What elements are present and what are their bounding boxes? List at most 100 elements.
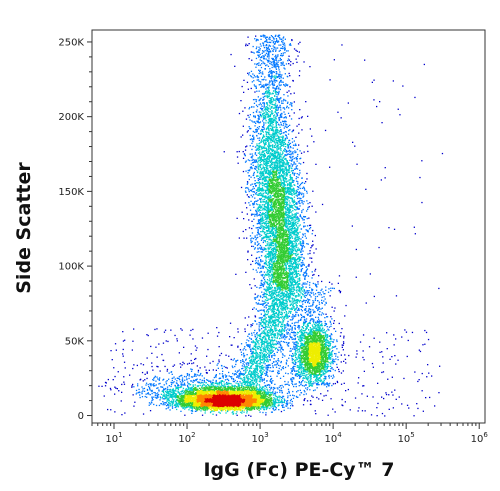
data-point <box>253 393 256 395</box>
data-point <box>275 407 277 409</box>
data-point <box>252 395 254 398</box>
data-point <box>253 395 255 397</box>
data-point <box>264 389 266 392</box>
data-point <box>231 407 233 409</box>
data-point <box>184 402 186 404</box>
data-point <box>197 407 200 409</box>
data-point <box>261 386 264 388</box>
data-point <box>178 397 181 400</box>
data-point <box>244 401 246 403</box>
data-point <box>174 403 176 405</box>
data-point <box>206 399 208 401</box>
data-point <box>201 387 203 389</box>
data-point <box>238 400 240 402</box>
data-point <box>282 404 284 406</box>
data-point <box>195 406 197 408</box>
data-point <box>195 395 197 397</box>
data-point <box>208 399 210 402</box>
data-point <box>233 405 235 407</box>
data-point <box>261 401 264 403</box>
data-point <box>264 404 267 406</box>
data-point <box>197 401 199 403</box>
data-point <box>227 401 229 404</box>
data-point <box>204 412 206 414</box>
data-point <box>198 390 200 393</box>
data-point <box>258 404 261 406</box>
data-point <box>262 389 264 391</box>
data-point <box>266 405 268 407</box>
data-point <box>270 406 272 408</box>
data-point <box>256 407 258 410</box>
data-point <box>213 406 215 408</box>
data-point <box>181 406 183 408</box>
data-point <box>256 402 259 404</box>
data-point <box>150 401 153 403</box>
data-point <box>230 403 232 406</box>
data-point <box>235 393 237 395</box>
data-point <box>233 409 236 412</box>
data-point <box>157 396 159 398</box>
data-point <box>255 401 257 404</box>
data-point <box>262 394 264 396</box>
data-point <box>169 405 171 407</box>
data-point <box>200 404 202 406</box>
data-point <box>178 404 181 406</box>
data-point <box>281 390 283 392</box>
data-point <box>211 386 213 388</box>
data-point <box>303 399 305 401</box>
data-point <box>274 395 277 397</box>
data-point <box>260 400 262 402</box>
data-point <box>242 397 244 400</box>
data-point <box>171 398 174 400</box>
data-point <box>258 406 260 408</box>
data-point <box>267 384 269 386</box>
data-point <box>153 403 155 406</box>
data-point <box>242 393 244 395</box>
data-point <box>226 402 228 404</box>
data-point <box>210 400 212 402</box>
data-point <box>222 400 224 402</box>
data-point <box>185 407 187 409</box>
data-point <box>245 406 248 408</box>
data-point <box>273 399 275 401</box>
data-point <box>274 405 276 408</box>
data-point <box>227 396 230 398</box>
data-point <box>254 403 256 405</box>
data-point <box>165 408 167 410</box>
data-point <box>237 390 239 393</box>
data-point <box>213 396 215 399</box>
data-point <box>265 407 267 409</box>
data-point <box>267 401 269 403</box>
data-point <box>251 401 253 403</box>
data-point <box>222 404 224 406</box>
data-point <box>191 407 193 409</box>
data-point <box>181 398 183 400</box>
data-point <box>180 393 182 395</box>
data-point <box>187 406 190 408</box>
data-point <box>248 402 250 405</box>
data-point <box>224 401 227 403</box>
data-point <box>175 402 177 404</box>
data-point <box>244 403 246 405</box>
data-point <box>235 404 237 406</box>
data-point <box>231 386 233 388</box>
data-point <box>186 398 189 400</box>
data-point <box>252 393 255 395</box>
data-point <box>232 400 234 402</box>
data-point <box>259 405 261 408</box>
data-point <box>263 403 265 406</box>
data-point <box>171 391 173 393</box>
data-point <box>221 398 223 400</box>
data-point <box>180 405 182 407</box>
data-point <box>295 395 298 398</box>
plot-background <box>92 30 485 423</box>
data-point <box>265 400 267 402</box>
data-point <box>236 401 238 403</box>
data-point <box>244 382 246 384</box>
data-point <box>210 410 212 413</box>
data-point <box>238 404 240 407</box>
data-point <box>231 395 233 397</box>
data-point <box>248 397 250 399</box>
data-point <box>186 404 189 406</box>
data-point <box>225 410 227 412</box>
